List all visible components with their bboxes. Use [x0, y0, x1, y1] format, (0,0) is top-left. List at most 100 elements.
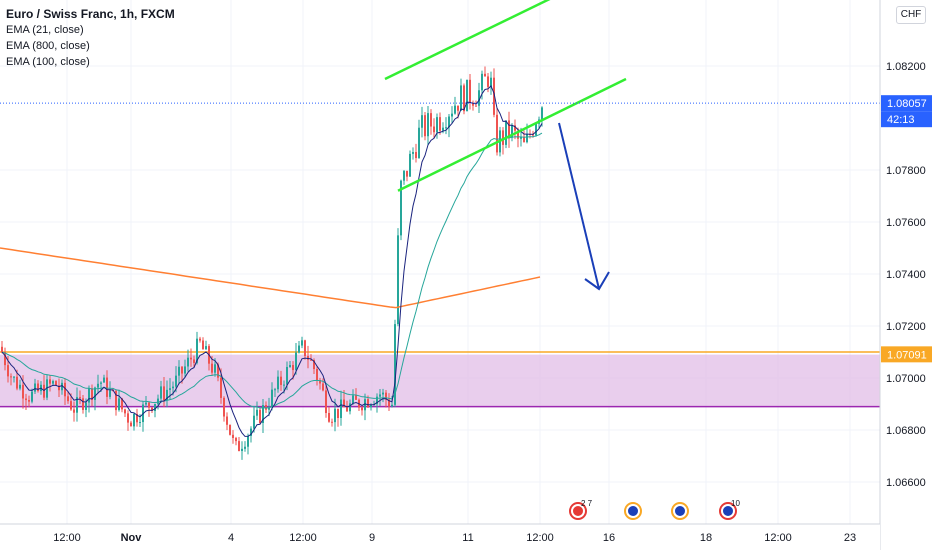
candle-body	[475, 105, 477, 107]
indicator-ema-100[interactable]: EMA (100, close)	[6, 56, 90, 68]
candle-body	[427, 113, 429, 137]
candle-body	[511, 125, 513, 138]
candle-body	[49, 379, 51, 384]
candle-body	[148, 402, 150, 408]
candle-body	[367, 399, 369, 408]
candle-body	[193, 359, 195, 363]
x-tick-label: 12:00	[764, 532, 792, 544]
y-tick-label: 1.07000	[886, 373, 926, 385]
candle-body	[496, 114, 498, 153]
zone-top-label-bg	[881, 346, 932, 363]
candle-body	[430, 113, 432, 127]
candle-body	[151, 407, 153, 412]
candle-body	[289, 365, 291, 367]
support-zone	[0, 354, 880, 407]
x-tick-label: 18	[700, 532, 712, 544]
y-tick-label: 1.07200	[886, 321, 926, 333]
y-tick-label: 1.07800	[886, 165, 926, 177]
candle-body	[226, 416, 228, 425]
candle-body	[391, 404, 393, 407]
candle-body	[433, 126, 435, 133]
candle-body	[133, 413, 135, 427]
candle-body	[520, 136, 522, 139]
channel-lower-line	[397, 77, 627, 192]
arrow-shaft	[558, 122, 600, 290]
candle-body	[19, 384, 21, 389]
candle-body	[64, 382, 66, 397]
candle-body	[295, 352, 297, 371]
y-axis-background	[880, 0, 932, 550]
x-axis-background	[0, 524, 880, 550]
x-tick-label: 4	[228, 532, 234, 544]
indicator-ema-21[interactable]: EMA (21, close)	[6, 24, 84, 36]
candle-body	[256, 409, 258, 416]
channel-upper-line	[384, 0, 551, 81]
price-labels: 1.08057 42:13 1.07091	[881, 95, 932, 363]
chart-legend: Euro / Swiss Franc, 1h, FXCM EMA (21, cl…	[6, 6, 175, 70]
indicator-ema-800[interactable]: EMA (800, close)	[6, 40, 90, 52]
x-tick-label: 16	[603, 532, 615, 544]
candle-body	[313, 360, 315, 370]
candle-body	[337, 408, 339, 418]
candle-body	[385, 392, 387, 400]
y-tick-label: 1.08200	[886, 61, 926, 73]
arrow-head	[584, 271, 610, 291]
countdown-label-bg	[881, 111, 932, 128]
event-flag-icon	[628, 506, 638, 516]
y-axis-ticks: 1.06600 1.06800 1.07000 1.07200 1.07400 1.076…	[886, 61, 926, 489]
candle-body	[37, 383, 39, 392]
candle-body	[43, 384, 45, 398]
candle-body	[178, 366, 180, 376]
candle-body	[286, 366, 288, 385]
candle-body	[451, 113, 453, 117]
candle-body	[514, 125, 516, 131]
candle-body	[70, 401, 72, 410]
candle-body	[52, 381, 54, 384]
candle-body	[310, 359, 312, 361]
bearish-arrow	[558, 122, 610, 291]
candle-body	[61, 382, 63, 391]
candle-body	[223, 397, 225, 417]
candle-body	[463, 85, 465, 112]
candle-body	[22, 384, 24, 399]
candle-body	[187, 357, 189, 367]
candle-body	[442, 127, 444, 131]
candle-body	[214, 364, 216, 373]
candle-body	[460, 85, 462, 111]
candle-body	[502, 130, 504, 145]
candle-body	[370, 404, 372, 408]
x-tick-label: 12:00	[526, 532, 554, 544]
candle-body	[517, 130, 519, 139]
current-price-label-bg	[881, 95, 932, 112]
candle-body	[346, 407, 348, 412]
symbol-title: Euro / Swiss Franc, 1h, FXCM	[6, 7, 175, 21]
candle-body	[268, 407, 270, 410]
candle-body	[322, 383, 324, 391]
candle-body	[436, 117, 438, 133]
candle-body	[469, 79, 471, 104]
event-badges[interactable]: 2 7 10	[569, 499, 740, 520]
candle-body	[181, 366, 183, 374]
candle-body	[472, 103, 474, 106]
candle-body	[292, 365, 294, 371]
candle-body	[301, 340, 303, 346]
candle-body	[58, 385, 60, 391]
candle-body	[535, 123, 537, 136]
candle-body	[91, 388, 93, 401]
candle-body	[262, 405, 264, 424]
candle-body	[250, 428, 252, 436]
candle-body	[169, 388, 171, 390]
candle-body	[412, 152, 414, 154]
ema-21-line	[1, 85, 543, 437]
candle-body	[82, 398, 84, 410]
candle-body	[73, 409, 75, 413]
y-tick-label: 1.06600	[886, 477, 926, 489]
currency-button[interactable]: CHF	[896, 6, 926, 24]
candle-body	[382, 392, 384, 395]
candle-body	[403, 170, 405, 181]
candle-body	[487, 76, 489, 87]
candle-body	[121, 398, 123, 410]
countdown-label: 42:13	[887, 114, 915, 126]
candle-body	[127, 413, 129, 423]
